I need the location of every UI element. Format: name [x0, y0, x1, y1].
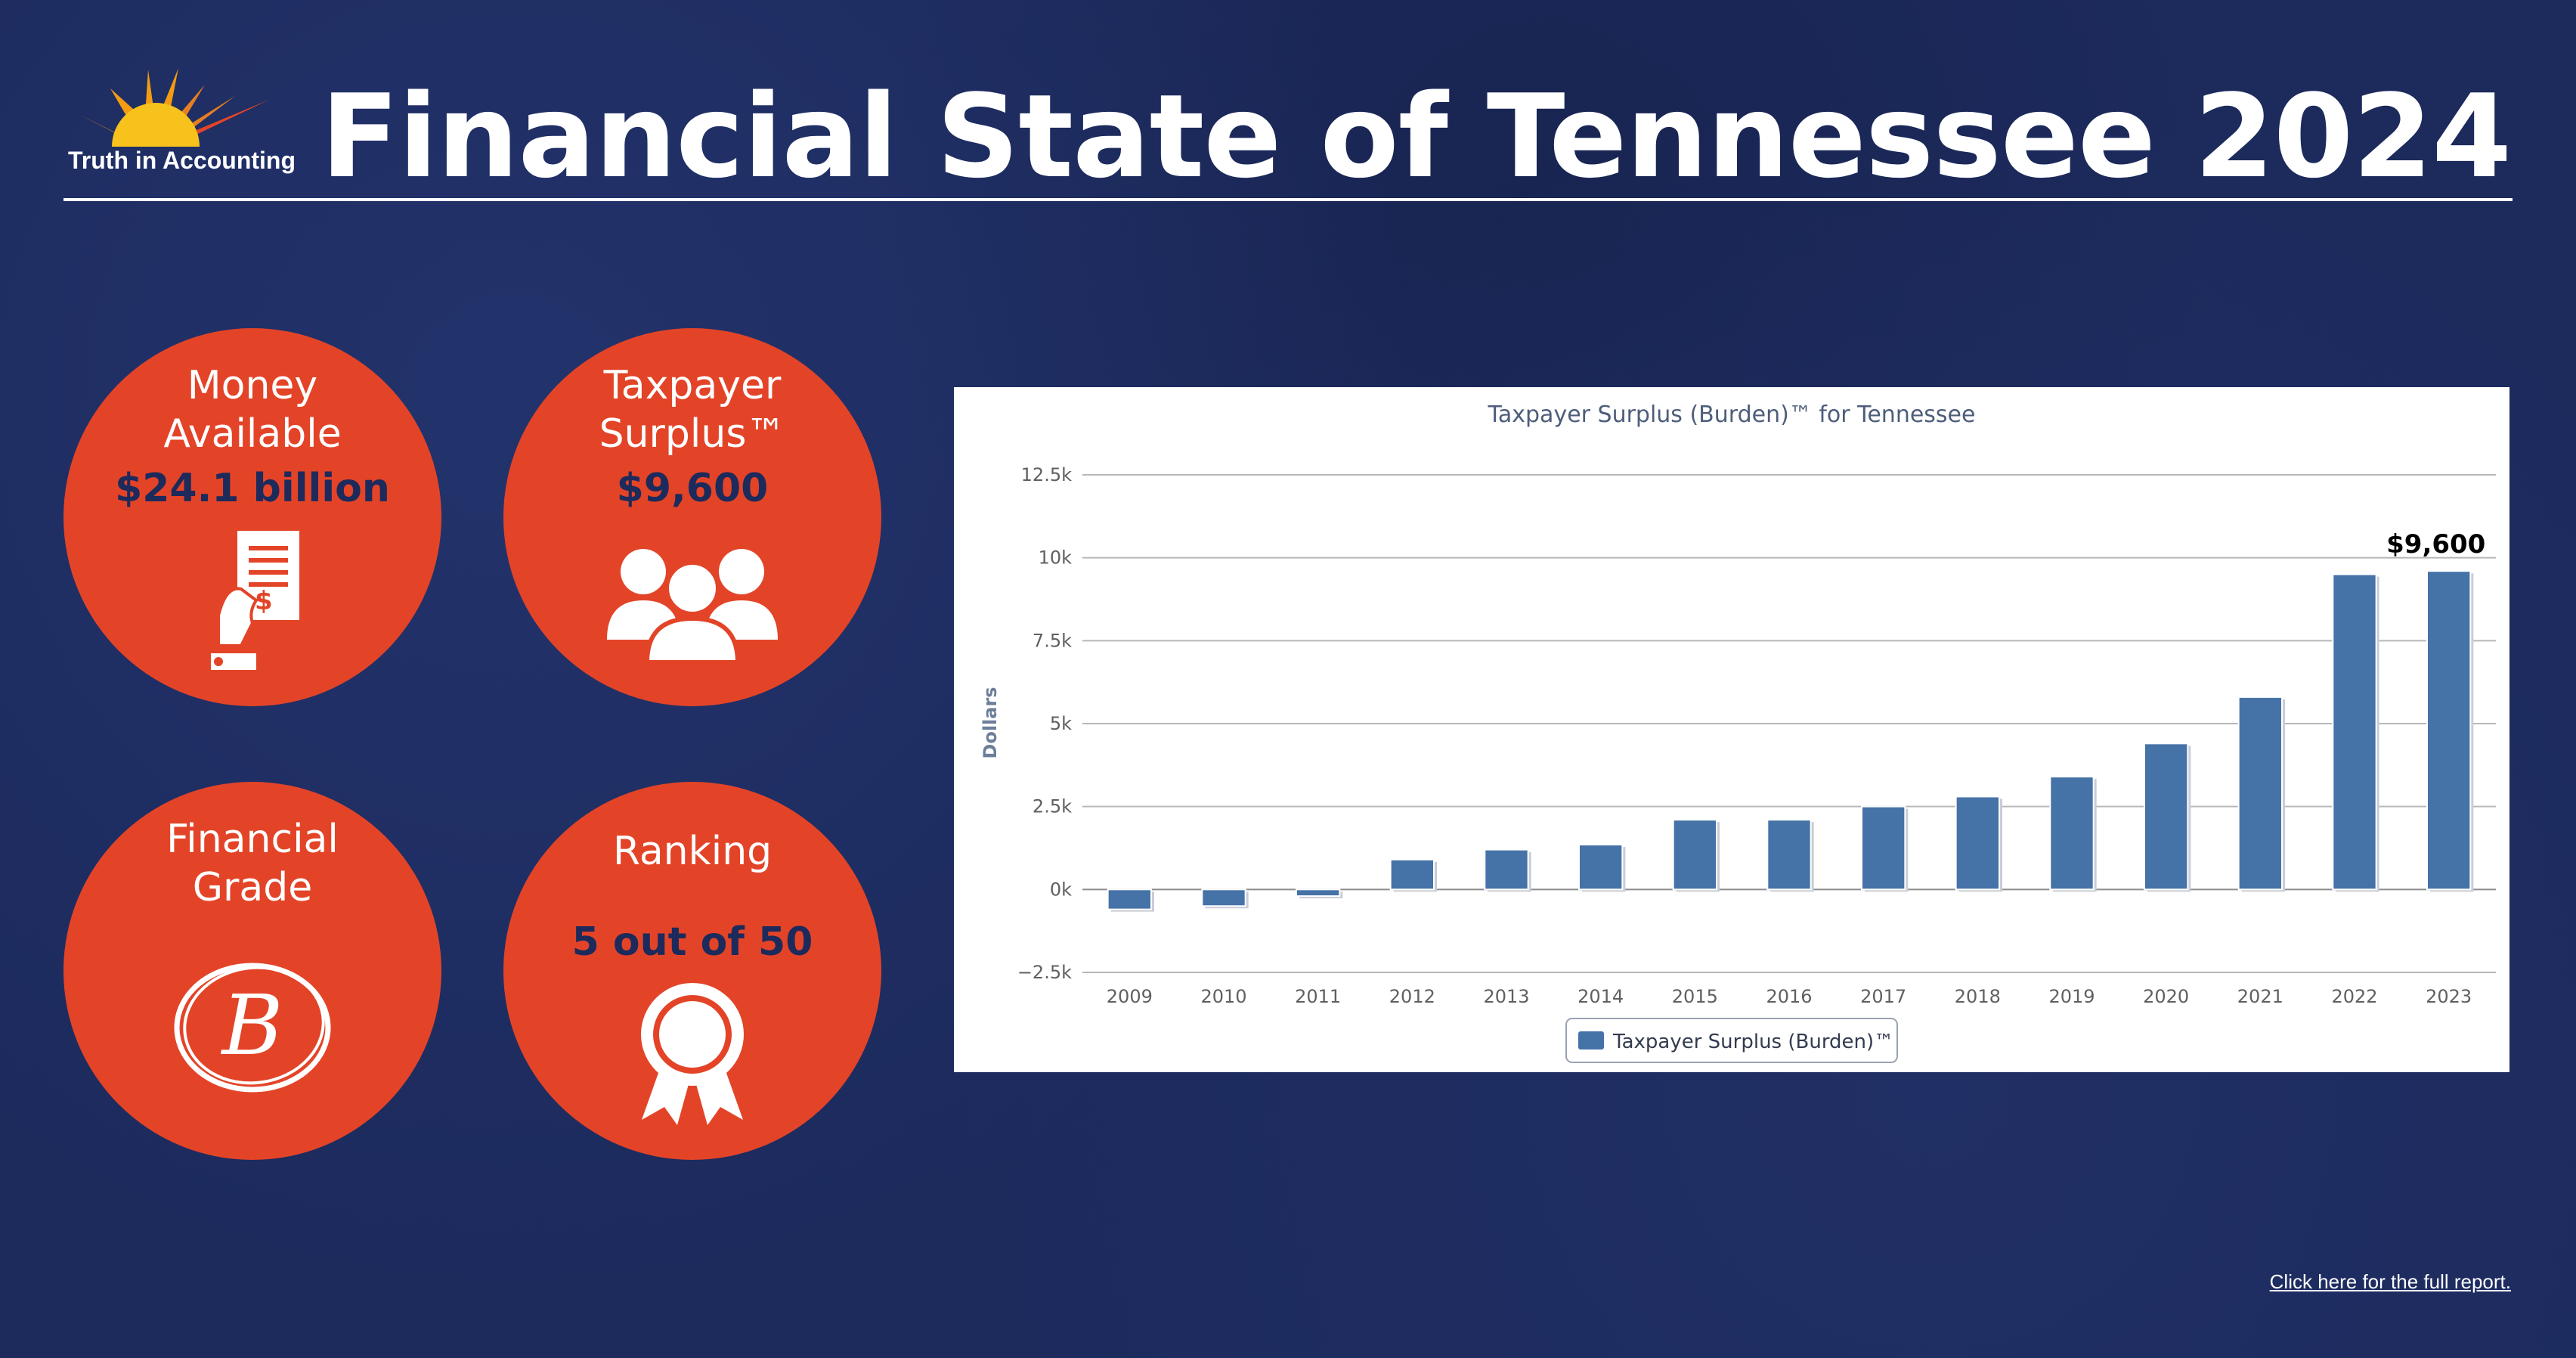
ranking-card: Ranking 5 out of 50	[503, 782, 881, 1160]
grade-letter: B	[221, 977, 283, 1074]
x-tick-label-2019: 2019	[2048, 986, 2095, 1007]
bar-2022[interactable]	[2332, 573, 2377, 891]
legend-swatch	[1578, 1031, 1604, 1050]
header-divider	[63, 198, 2513, 201]
money-available-label-2: Available	[163, 411, 342, 457]
y-tick-label: 7.5k	[1033, 630, 1072, 651]
financial-grade-card: Financial Grade B	[63, 782, 441, 1160]
x-tick-label-2012: 2012	[1389, 986, 1435, 1007]
financial-grade-label-2: Grade	[192, 865, 313, 910]
sunrise-icon	[80, 68, 269, 147]
bar-2017[interactable]	[1860, 805, 1906, 891]
grade-b-icon: B	[174, 963, 331, 1093]
bar-2012[interactable]	[1389, 858, 1435, 891]
bar-2021[interactable]	[2237, 696, 2283, 891]
data-label-2023: $9,600	[2386, 529, 2485, 560]
bar-2010[interactable]	[1201, 888, 1246, 907]
x-tick-label-2018: 2018	[1955, 986, 2001, 1007]
taxpayer-surplus-card: Taxpayer Surplus™ $9,600	[503, 328, 881, 706]
taxpayer-surplus-value: $9,600	[616, 466, 769, 511]
x-tick-label-2011: 2011	[1295, 986, 1341, 1007]
y-axis-label: Dollars	[980, 687, 1001, 758]
people-group-icon	[607, 549, 778, 662]
y-tick-label: −2.5k	[1017, 962, 1072, 983]
x-tick-label-2014: 2014	[1577, 986, 1624, 1007]
ranking-value: 5 out of 50	[571, 919, 813, 965]
x-tick-label-2013: 2013	[1483, 986, 1529, 1007]
y-tick-label: 5k	[1050, 713, 1072, 734]
bar-2015[interactable]	[1672, 819, 1718, 891]
bar-2023[interactable]	[2426, 570, 2472, 891]
legend-box	[1565, 1018, 1898, 1063]
financial-grade-label-1: Financial	[166, 817, 339, 862]
x-tick-label-2016: 2016	[1766, 986, 1812, 1007]
award-ribbon-icon	[641, 983, 744, 1125]
chart-legend[interactable]: Taxpayer Surplus (Burden)™	[1565, 1018, 1898, 1063]
bar-2018[interactable]	[1955, 795, 2001, 891]
bar-2014[interactable]	[1577, 844, 1624, 891]
money-available-label-1: Money	[187, 363, 318, 408]
x-tick-label-2009: 2009	[1107, 986, 1153, 1007]
full-report-link[interactable]: Click here for the full report.	[2269, 1270, 2511, 1293]
bar-2016[interactable]	[1766, 819, 1812, 891]
svg-text:$: $	[255, 586, 273, 616]
taxpayer-surplus-chart: Taxpayer Surplus (Burden)™ for Tennessee…	[954, 387, 2509, 1072]
invoice-hand-icon: $	[211, 531, 299, 670]
money-available-card: Money Available $24.1 billion $	[63, 328, 441, 706]
y-tick-label: 0k	[1050, 879, 1072, 900]
x-tick-label-2022: 2022	[2331, 986, 2377, 1007]
x-tick-label-2010: 2010	[1200, 986, 1246, 1007]
page-title: Financial State of Tennessee 2024	[320, 70, 2512, 203]
y-tick-label: 12.5k	[1021, 464, 1072, 485]
x-tick-label-2023: 2023	[2426, 986, 2472, 1007]
money-available-value: $24.1 billion	[115, 466, 390, 511]
y-tick-label: 2.5k	[1033, 796, 1072, 817]
x-tick-label-2017: 2017	[1860, 986, 1906, 1007]
bar-2011[interactable]	[1295, 888, 1341, 898]
ranking-label: Ranking	[612, 829, 772, 874]
x-tick-label-2020: 2020	[2143, 986, 2189, 1007]
logo-text: Truth in Accounting	[68, 147, 296, 174]
bar-2009[interactable]	[1107, 888, 1153, 910]
bar-chart-svg: Taxpayer Surplus (Burden)™ for Tennessee…	[980, 402, 2496, 1063]
taxpayer-surplus-label-1: Taxpayer	[603, 363, 782, 408]
truth-in-accounting-logo[interactable]: Truth in Accounting	[65, 62, 307, 183]
bar-2019[interactable]	[2049, 776, 2095, 891]
y-tick-label: 10k	[1039, 547, 1073, 569]
x-tick-label-2015: 2015	[1672, 986, 1718, 1007]
chart-title: Taxpayer Surplus (Burden)™ for Tennessee	[1488, 402, 1976, 428]
x-tick-label-2021: 2021	[2237, 986, 2283, 1007]
bar-2020[interactable]	[2143, 743, 2189, 891]
legend-label: Taxpayer Surplus (Burden)™	[1612, 1031, 1893, 1053]
taxpayer-surplus-label-2: Surplus™	[599, 411, 786, 457]
bar-2013[interactable]	[1484, 848, 1529, 891]
